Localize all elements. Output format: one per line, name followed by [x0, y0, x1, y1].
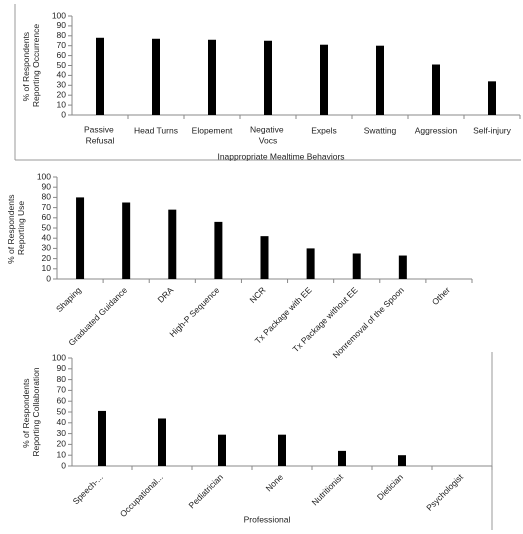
bar — [158, 418, 166, 466]
bar — [76, 197, 85, 279]
y-tick-label: 10 — [42, 263, 52, 273]
y-tick-label: 100 — [37, 171, 51, 181]
bar — [320, 44, 328, 115]
x-tick-label: None — [264, 472, 286, 494]
bar — [432, 64, 440, 115]
x-axis-label: Professional — [244, 514, 291, 524]
y-tick-label: 60 — [57, 50, 67, 60]
x-tick-label: Occupational... — [118, 472, 165, 519]
y-tick-label: 80 — [42, 192, 52, 202]
y-tick-label: 0 — [61, 109, 66, 119]
y-tick-label: 10 — [57, 449, 67, 459]
bar — [398, 455, 406, 466]
x-tick-label: Speech-... — [71, 472, 105, 506]
y-tick-label: 70 — [57, 385, 67, 395]
y-tick-label: 10 — [57, 99, 67, 109]
y-tick-label: 20 — [57, 89, 67, 99]
y-axis-label: % of Respondents Reporting Collaboration — [21, 367, 41, 457]
x-tick-label: NCR — [247, 285, 267, 305]
x-tick-label: Expels — [311, 125, 337, 135]
y-tick-label: 60 — [57, 395, 67, 405]
bar — [208, 39, 216, 116]
bar — [398, 255, 407, 279]
x-tick-label: Pediatrician — [187, 472, 226, 511]
y-tick-label: 30 — [57, 80, 67, 90]
x-tick-label: Head Turns — [134, 125, 178, 135]
y-tick-label: 50 — [42, 222, 52, 232]
bar — [264, 40, 272, 115]
x-tick-label: Elopement — [192, 125, 233, 135]
y-tick-label: 40 — [57, 417, 67, 427]
bar — [98, 410, 106, 466]
y-axis-label: % of Respondents Reporting Use — [6, 192, 26, 264]
bar — [488, 81, 496, 115]
x-tick-label: Swatting — [364, 125, 397, 135]
bar — [122, 202, 131, 279]
y-tick-label: 90 — [57, 20, 67, 30]
y-tick-label: 40 — [57, 70, 67, 80]
x-tick-label: High-P Sequence — [167, 285, 221, 339]
y-tick-label: 100 — [52, 352, 66, 362]
x-tick-label: Self-injury — [473, 125, 512, 135]
y-tick-label: 90 — [42, 181, 52, 191]
x-tick-label: DRA — [156, 285, 176, 305]
x-tick-label: Aggression — [415, 125, 458, 135]
x-tick-label: Negative Vocs — [250, 125, 286, 146]
bar — [338, 450, 346, 466]
y-tick-label: 90 — [57, 363, 67, 373]
bar — [168, 209, 177, 279]
x-tick-label: Passive Refusal — [84, 125, 116, 146]
bar — [218, 434, 226, 466]
y-tick-label: 80 — [57, 30, 67, 40]
y-tick-label: 50 — [57, 60, 67, 70]
bar — [352, 253, 361, 279]
bar — [278, 434, 286, 466]
y-tick-label: 80 — [57, 374, 67, 384]
y-tick-label: 20 — [57, 439, 67, 449]
x-tick-label: Shaping — [54, 285, 83, 314]
y-tick-label: 0 — [61, 460, 66, 470]
bar — [214, 221, 223, 279]
bar — [260, 236, 269, 279]
y-tick-label: 20 — [42, 253, 52, 263]
x-axis-label: Inappropriate Mealtime Behaviors — [217, 151, 344, 161]
bar — [96, 37, 104, 115]
y-tick-label: 100 — [52, 10, 66, 20]
y-axis-label: % of Respondents Reporting Occurrence — [21, 24, 41, 107]
y-tick-label: 70 — [57, 40, 67, 50]
x-tick-label: Psychologist — [424, 471, 465, 512]
y-tick-label: 40 — [42, 232, 52, 242]
y-tick-label: 50 — [57, 406, 67, 416]
y-tick-label: 70 — [42, 202, 52, 212]
bar — [306, 248, 315, 279]
bar — [376, 45, 384, 116]
y-tick-label: 30 — [42, 243, 52, 253]
y-tick-label: 0 — [46, 273, 51, 283]
y-tick-label: 30 — [57, 428, 67, 438]
x-tick-label: Dietician — [375, 472, 405, 502]
y-tick-label: 60 — [42, 212, 52, 222]
x-tick-label: Other — [430, 285, 452, 307]
x-tick-label: Nutritionist — [310, 471, 346, 507]
bar — [152, 38, 160, 115]
